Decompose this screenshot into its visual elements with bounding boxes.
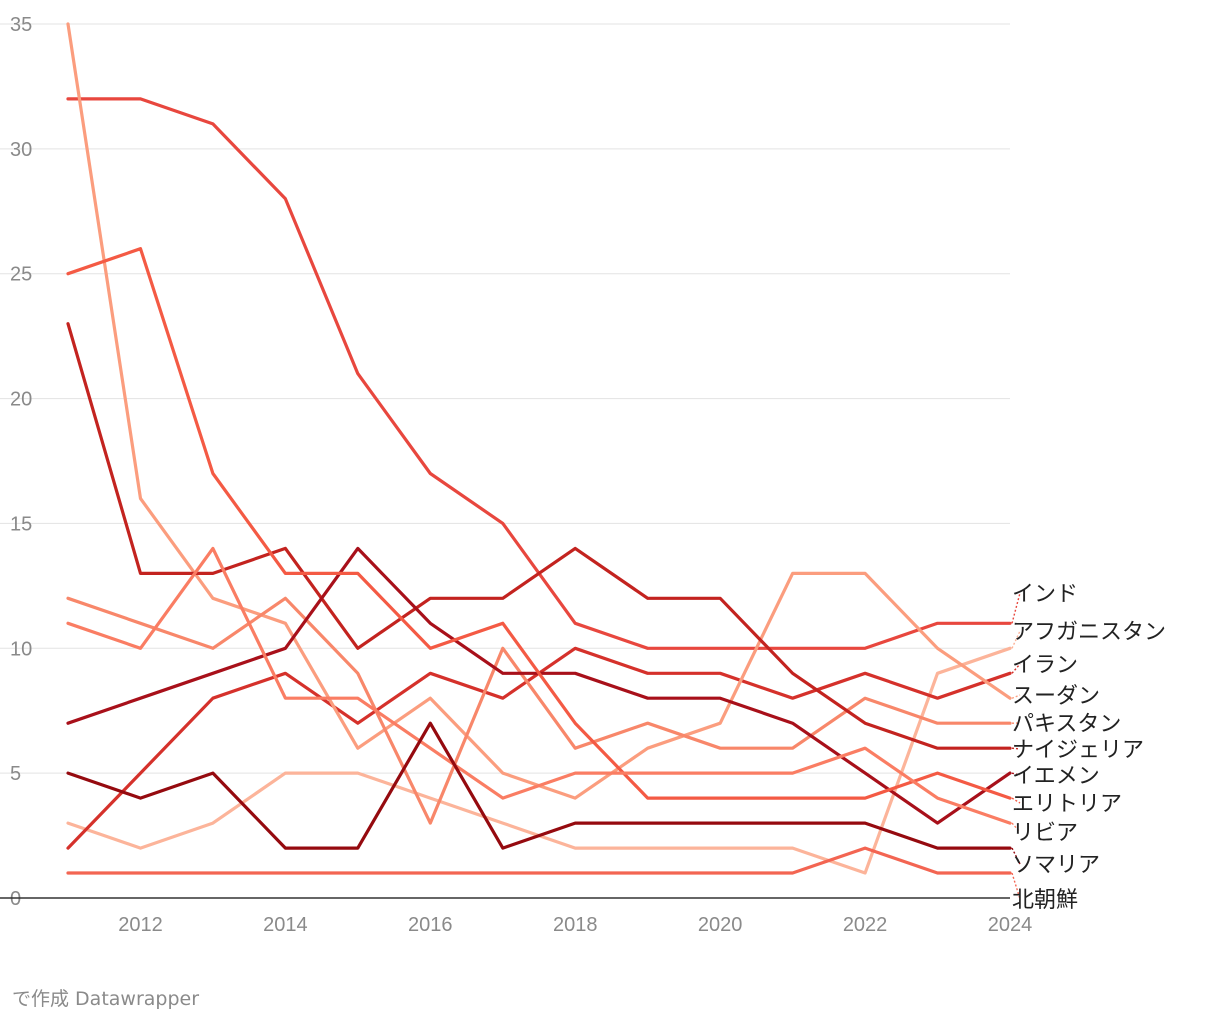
- x-tick-label: 2012: [118, 914, 163, 936]
- series-line: [66, 22, 1012, 800]
- label-leaders: [1011, 592, 1021, 900]
- label-leader: [1011, 592, 1021, 624]
- series-line: [66, 247, 1012, 800]
- y-tick-label: 30: [10, 139, 32, 161]
- series-line: [66, 97, 1012, 650]
- y-tick-label: 15: [10, 513, 32, 535]
- series-label: アフガニスタン: [1012, 620, 1166, 645]
- series-line: [66, 646, 1012, 850]
- label-leader: [1011, 772, 1021, 776]
- y-tick-label: 0: [10, 888, 21, 910]
- x-axis: 2012 2014 2016 2018 2020 2022 2024: [118, 914, 1032, 936]
- y-axis: 0 5 10 15 20 25 30 35: [10, 14, 32, 910]
- y-tick-label: 35: [10, 14, 32, 36]
- series-label: ソマリア: [1012, 853, 1100, 878]
- x-tick-label: 2014: [263, 914, 308, 936]
- x-tick-label: 2022: [843, 914, 888, 936]
- label-leader: [1011, 847, 1021, 865]
- series-label: イラン: [1012, 653, 1078, 678]
- series-line: [66, 596, 1012, 825]
- series-label: エリトリア: [1012, 792, 1122, 817]
- series-line: [66, 546, 1012, 825]
- series-line: [66, 846, 1012, 875]
- series-labels: インドアフガニスタンイランスーダンパキスタンナイジェリアイエメンエリトリアリビア…: [1012, 582, 1166, 913]
- label-leader: [1011, 872, 1021, 900]
- series-label: ナイジェリア: [1012, 738, 1144, 763]
- label-leader: [1011, 797, 1021, 804]
- x-tick-label: 2020: [698, 914, 743, 936]
- series-line: [66, 546, 1012, 825]
- series-label: 北朝鮮: [1012, 888, 1078, 913]
- series-label: リビア: [1012, 821, 1078, 846]
- gridlines: [0, 23, 1010, 774]
- credit-text: で作成 Datawrapper: [12, 988, 200, 1010]
- series-label: スーダン: [1012, 684, 1100, 709]
- series-line: [66, 322, 1012, 750]
- y-tick-label: 5: [10, 763, 21, 785]
- label-leader: [1011, 747, 1021, 750]
- x-tick-label: 2016: [408, 914, 453, 936]
- series-lines: [66, 22, 1012, 875]
- label-leader: [1011, 822, 1021, 833]
- x-tick-label: 2018: [553, 914, 598, 936]
- label-leader: [1011, 694, 1021, 699]
- label-leader: [1011, 630, 1021, 649]
- series-label: イエメン: [1012, 764, 1100, 789]
- series-line: [66, 646, 1012, 875]
- series-label: パキスタン: [1012, 712, 1121, 737]
- x-tick-label: 2024: [988, 914, 1033, 936]
- series-line: [66, 721, 1012, 850]
- y-tick-label: 25: [10, 264, 32, 286]
- series-label: インド: [1012, 582, 1078, 607]
- y-tick-label: 10: [10, 638, 32, 660]
- y-tick-label: 20: [10, 389, 32, 411]
